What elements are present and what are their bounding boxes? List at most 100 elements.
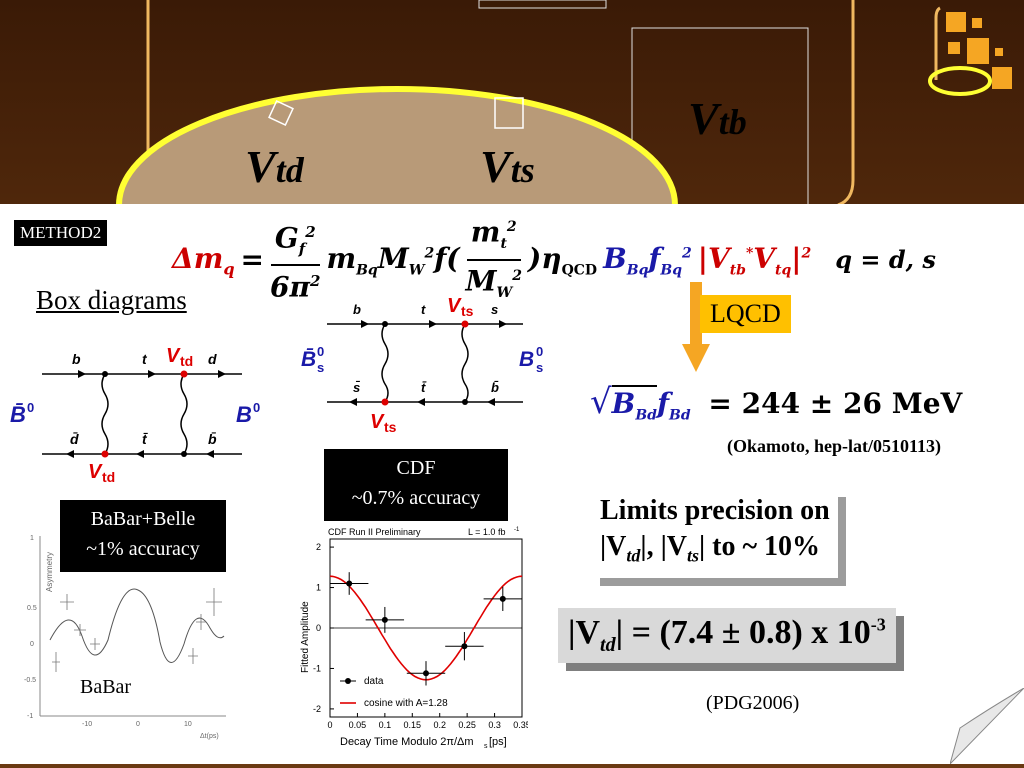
formula-middle: mBqMW2f( [326, 242, 459, 279]
mt-text: m [470, 215, 501, 249]
vtd-header: Vtd [245, 140, 304, 193]
middle-sub: Bq [356, 262, 378, 279]
babar-data-points [52, 588, 222, 672]
cdf-xlabel-unit: [ps] [489, 736, 507, 748]
formula-lhs: Δmq [172, 242, 235, 279]
blue-f-sub: Bq [660, 262, 683, 279]
vtd-a-sub: td [600, 633, 616, 656]
formula-eta: )ηQCD [528, 242, 597, 279]
limits-c: | to ~ 10% [698, 531, 821, 562]
red-sub1: tb [729, 262, 746, 279]
cdf-xlabel-sub: s [484, 743, 488, 750]
vtd-b-sup: -3 [870, 614, 886, 635]
mt-sub: t [500, 235, 507, 252]
limits-b: |, |V [640, 531, 687, 562]
md-left-meson-sub: s [317, 360, 324, 375]
vtd-header-sub: td [275, 150, 304, 190]
mw-sup: 2 [424, 245, 435, 262]
formula-blue: BBqfBq2 [603, 242, 692, 279]
md-bottom-vts-sub: ts [384, 419, 397, 435]
red-v: |V [697, 241, 730, 275]
cdf-ytick-label: -2 [313, 704, 321, 714]
cdf-ytick-label: 0 [316, 623, 321, 633]
cdf-xtick-label: 0.35 [513, 720, 528, 730]
formula-qdef: q = d, s [835, 245, 936, 275]
vtb-header: Vtb [688, 92, 747, 145]
formula-lhs-text: Δm [172, 241, 224, 275]
vts-header-v: V [480, 141, 511, 192]
cdf-ytick-label: 2 [316, 542, 321, 552]
red-sup: 2 [801, 245, 812, 262]
ld-left-meson-sup: 0 [27, 400, 34, 415]
red-end: | [791, 241, 802, 275]
limits-a: |V [600, 531, 627, 562]
cdf-xtick-label: 0.2 [433, 720, 446, 730]
okamoto-ref: (Okamoto, hep-lat/0510113) [727, 436, 941, 456]
ld-bottom-vtd: V [88, 461, 103, 483]
md-right-meson-sub: s [536, 360, 543, 375]
cdf-xtick-label: 0.1 [379, 720, 392, 730]
ld-right-meson: B [236, 402, 252, 427]
md-left-meson-sup: 0 [317, 344, 324, 359]
babar-ylabel: Asymmetry [45, 552, 54, 592]
cdf-data-point [381, 616, 388, 623]
lqcd-b-sub: Bd [635, 407, 657, 424]
den-text: 6π [270, 270, 310, 304]
red-v2: V [753, 241, 776, 275]
formula-eq: = [240, 243, 265, 277]
box-diagrams-label: Box diagrams [36, 285, 187, 315]
cdf-xtick-label: 0.3 [488, 720, 501, 730]
blue-f-sup: 2 [682, 245, 692, 262]
mw2-sup: 2 [512, 267, 522, 284]
lqcd-result-blue: √BBdfBd [590, 382, 691, 424]
md-bot-mid: t̄ [421, 380, 427, 395]
mt-num: mt2 [466, 212, 521, 261]
content-sheet [0, 204, 1024, 764]
mt-sup: 2 [506, 219, 517, 235]
md-right-meson: B [519, 348, 534, 371]
num-text: G [274, 221, 299, 255]
cdf-xtick-label: 0.15 [404, 720, 422, 730]
f-close: )η [527, 241, 562, 275]
mw2-text: M [465, 264, 497, 298]
num-sup: 2 [305, 223, 316, 242]
ld-top-vtd: V [166, 345, 181, 367]
pdg-ref: (PDG2006) [706, 692, 800, 714]
md-right-meson-sup: 0 [536, 344, 543, 359]
sqrt-icon: √ [590, 382, 612, 422]
lqcd-f: f [656, 387, 670, 420]
babar-xtick-10: 10 [184, 721, 192, 728]
cdf-data-point [423, 670, 429, 677]
cdf-title-left: CDF Run II Preliminary [328, 527, 421, 537]
cdf-data-point [499, 595, 506, 602]
lqcd-label: LQCD [700, 295, 791, 333]
babar-ytick-0: 0 [30, 641, 34, 648]
babar-xtick-0: 0 [136, 721, 140, 728]
cdf-xtick-label: 0 [327, 720, 332, 730]
md-left-meson: B̄ [301, 348, 316, 371]
cdf-plot: CDF Run II Preliminary L = 1.0 fb -1 2 1 0 -1 -… [300, 527, 528, 750]
limits-a-sub: td [626, 545, 641, 566]
cdf-data-point [461, 643, 468, 650]
lqcd-value: = 244 ± 26 MeV [708, 387, 963, 420]
red-star: * [745, 245, 754, 262]
md-top-left: b [353, 302, 361, 317]
den-sup: 2 [310, 272, 321, 291]
vtd-a: |V [568, 614, 601, 651]
cdf-legend-data: data [364, 676, 384, 687]
f-open: f( [434, 241, 460, 275]
red-sub2: tq [775, 262, 792, 279]
blue-b-sub: Bq [626, 262, 649, 279]
middle-text: m [326, 241, 357, 275]
mt-den: MW2 [465, 261, 521, 308]
down-arrow-icon [682, 282, 710, 372]
cdf-xtick-label: 0.25 [458, 720, 476, 730]
mid-box-diagram: b t V ts s s̄ t̄ b̄ V ts B̄ 0 s B 0 s [301, 295, 543, 435]
babar-belle-accuracy-box: BaBar+Belle ~1% accuracy [60, 500, 226, 572]
babar-xtick-m10: -10 [82, 721, 92, 728]
cdf-data-point [346, 580, 353, 587]
cdf-box-line2: ~0.7% accuracy [351, 487, 481, 509]
md-bot-right: b̄ [491, 380, 499, 395]
blue-f: f [648, 241, 661, 275]
md-top-vts: V [447, 295, 462, 317]
